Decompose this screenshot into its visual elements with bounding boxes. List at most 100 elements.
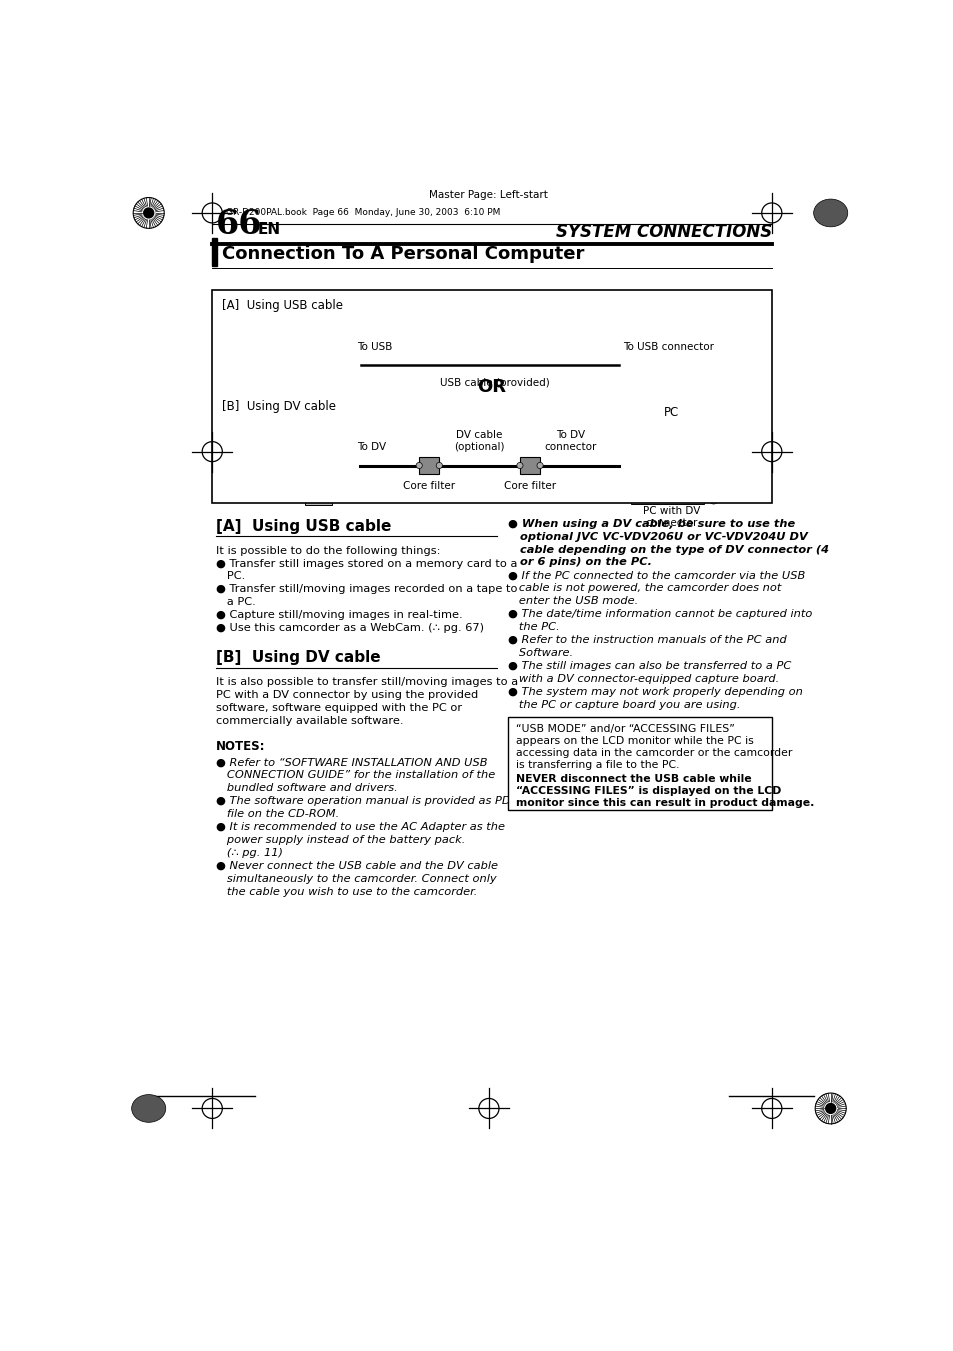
Text: ● The software operation manual is provided as PDF: ● The software operation manual is provi… <box>216 796 517 807</box>
Text: Connection To A Personal Computer: Connection To A Personal Computer <box>222 245 584 262</box>
Bar <box>508 716 771 811</box>
Text: the PC.: the PC. <box>508 621 559 632</box>
Bar <box>305 484 332 505</box>
Bar <box>645 476 697 481</box>
Bar <box>618 359 632 370</box>
Bar <box>639 465 703 490</box>
Text: GR-D200PAL.book  Page 66  Monday, June 30, 2003  6:10 PM: GR-D200PAL.book Page 66 Monday, June 30,… <box>226 208 500 218</box>
Text: To DV: To DV <box>356 442 386 451</box>
Text: ● When using a DV cable, be sure to use the: ● When using a DV cable, be sure to use … <box>508 519 795 528</box>
Text: (∴ pg. 11): (∴ pg. 11) <box>216 847 283 858</box>
Text: monitor since this can result in product damage.: monitor since this can result in product… <box>516 798 814 808</box>
Text: ● The system may not work properly depending on: ● The system may not work properly depen… <box>508 686 802 697</box>
Text: NOTES:: NOTES: <box>216 740 265 754</box>
Bar <box>349 459 361 471</box>
Text: PC.: PC. <box>216 571 245 581</box>
Text: “USB MODE” and/or “ACCESSING FILES”: “USB MODE” and/or “ACCESSING FILES” <box>516 724 734 734</box>
Text: To USB: To USB <box>356 342 392 351</box>
Circle shape <box>144 208 153 218</box>
Text: ● Transfer still images stored on a memory card to a: ● Transfer still images stored on a memo… <box>216 558 517 569</box>
Text: ● Transfer still/moving images recorded on a tape to: ● Transfer still/moving images recorded … <box>216 585 517 594</box>
Bar <box>645 376 697 381</box>
Text: 66: 66 <box>216 208 262 242</box>
Bar <box>645 384 697 389</box>
Text: file on the CD-ROM.: file on the CD-ROM. <box>216 809 339 819</box>
Text: [A]  Using USB cable: [A] Using USB cable <box>221 299 342 312</box>
Bar <box>305 384 332 405</box>
Text: cable is not powered, the camcorder does not: cable is not powered, the camcorder does… <box>508 584 781 593</box>
Text: bundled software and drivers.: bundled software and drivers. <box>216 784 397 793</box>
Text: CONNECTION GUIDE” for the installation of the: CONNECTION GUIDE” for the installation o… <box>216 770 495 780</box>
Bar <box>645 367 697 373</box>
Text: EN: EN <box>257 222 280 236</box>
Bar <box>639 404 703 458</box>
Bar <box>256 443 279 484</box>
Text: the cable you wish to use to the camcorder.: the cable you wish to use to the camcord… <box>216 886 477 897</box>
Bar <box>660 457 682 463</box>
Bar <box>349 359 362 370</box>
Text: optional JVC VC-VDV206U or VC-VDV204U DV: optional JVC VC-VDV206U or VC-VDV204U DV <box>508 531 807 542</box>
Circle shape <box>332 447 344 461</box>
Bar <box>256 343 279 384</box>
Text: power supply instead of the battery pack.: power supply instead of the battery pack… <box>216 835 465 844</box>
Circle shape <box>305 358 313 365</box>
Text: NEVER disconnect the USB cable while: NEVER disconnect the USB cable while <box>516 774 751 784</box>
Text: DV cable
(optional): DV cable (optional) <box>454 430 504 451</box>
Text: ● Use this camcorder as a WebCam. (∴ pg. 67): ● Use this camcorder as a WebCam. (∴ pg.… <box>216 623 483 634</box>
Bar <box>630 393 703 404</box>
Circle shape <box>825 1104 835 1113</box>
Text: PC: PC <box>663 407 679 419</box>
Text: simultaneously to the camcorder. Connect only: simultaneously to the camcorder. Connect… <box>216 874 497 884</box>
Bar <box>645 467 697 473</box>
Bar <box>287 327 337 339</box>
Text: PC with a DV connector by using the provided: PC with a DV connector by using the prov… <box>216 690 477 700</box>
Bar <box>278 439 348 486</box>
Bar <box>278 339 348 386</box>
Text: is transferring a file to the PC.: is transferring a file to the PC. <box>516 759 679 770</box>
Text: Core filter: Core filter <box>503 481 556 490</box>
Bar <box>418 457 439 474</box>
Circle shape <box>537 462 542 469</box>
Circle shape <box>708 394 718 404</box>
Text: cable depending on the type of DV connector (4: cable depending on the type of DV connec… <box>508 544 828 554</box>
Text: Software.: Software. <box>508 648 573 658</box>
Circle shape <box>328 443 349 465</box>
Text: [B]  Using DV cable: [B] Using DV cable <box>216 650 380 665</box>
Text: appears on the LCD monitor while the PC is: appears on the LCD monitor while the PC … <box>516 736 753 746</box>
Bar <box>259 350 276 380</box>
Text: software, software equipped with the PC or: software, software equipped with the PC … <box>216 703 462 713</box>
Bar <box>630 493 703 504</box>
Text: Core filter: Core filter <box>403 481 455 490</box>
Bar <box>259 450 276 480</box>
Text: OR: OR <box>477 378 506 396</box>
Bar <box>645 312 698 351</box>
Text: It is also possible to transfer still/moving images to a: It is also possible to transfer still/mo… <box>216 677 517 686</box>
Text: ● The date/time information cannot be captured into: ● The date/time information cannot be ca… <box>508 609 812 619</box>
Circle shape <box>416 462 422 469</box>
Bar <box>639 365 703 390</box>
Circle shape <box>517 462 522 469</box>
Circle shape <box>708 494 718 504</box>
Ellipse shape <box>132 1094 166 1123</box>
Text: To USB connector: To USB connector <box>622 342 713 351</box>
Text: ● If the PC connected to the camcorder via the USB: ● If the PC connected to the camcorder v… <box>508 570 804 581</box>
Text: enter the USB mode.: enter the USB mode. <box>508 596 638 607</box>
Text: or 6 pins) on the PC.: or 6 pins) on the PC. <box>508 558 652 567</box>
Bar <box>287 427 337 439</box>
Text: “ACCESSING FILES” is displayed on the LCD: “ACCESSING FILES” is displayed on the LC… <box>516 786 781 796</box>
Text: SYSTEM CONNECTIONS: SYSTEM CONNECTIONS <box>555 223 771 242</box>
Bar <box>618 459 631 471</box>
Text: It is possible to do the following things:: It is possible to do the following thing… <box>216 546 440 555</box>
Text: Master Page: Left-start: Master Page: Left-start <box>429 190 548 200</box>
Circle shape <box>305 458 313 466</box>
Text: USB cable (provided): USB cable (provided) <box>439 378 550 389</box>
Bar <box>519 457 539 474</box>
Text: ● Refer to the instruction manuals of the PC and: ● Refer to the instruction manuals of th… <box>508 635 786 644</box>
Text: with a DV connector-equipped capture board.: with a DV connector-equipped capture boa… <box>508 674 779 684</box>
Text: [A]  Using USB cable: [A] Using USB cable <box>216 519 391 534</box>
Bar <box>645 484 697 489</box>
Text: PC with DV
connector: PC with DV connector <box>642 507 700 528</box>
Text: To DV
connector: To DV connector <box>543 430 596 451</box>
Ellipse shape <box>813 199 847 227</box>
Text: commercially available software.: commercially available software. <box>216 716 403 725</box>
